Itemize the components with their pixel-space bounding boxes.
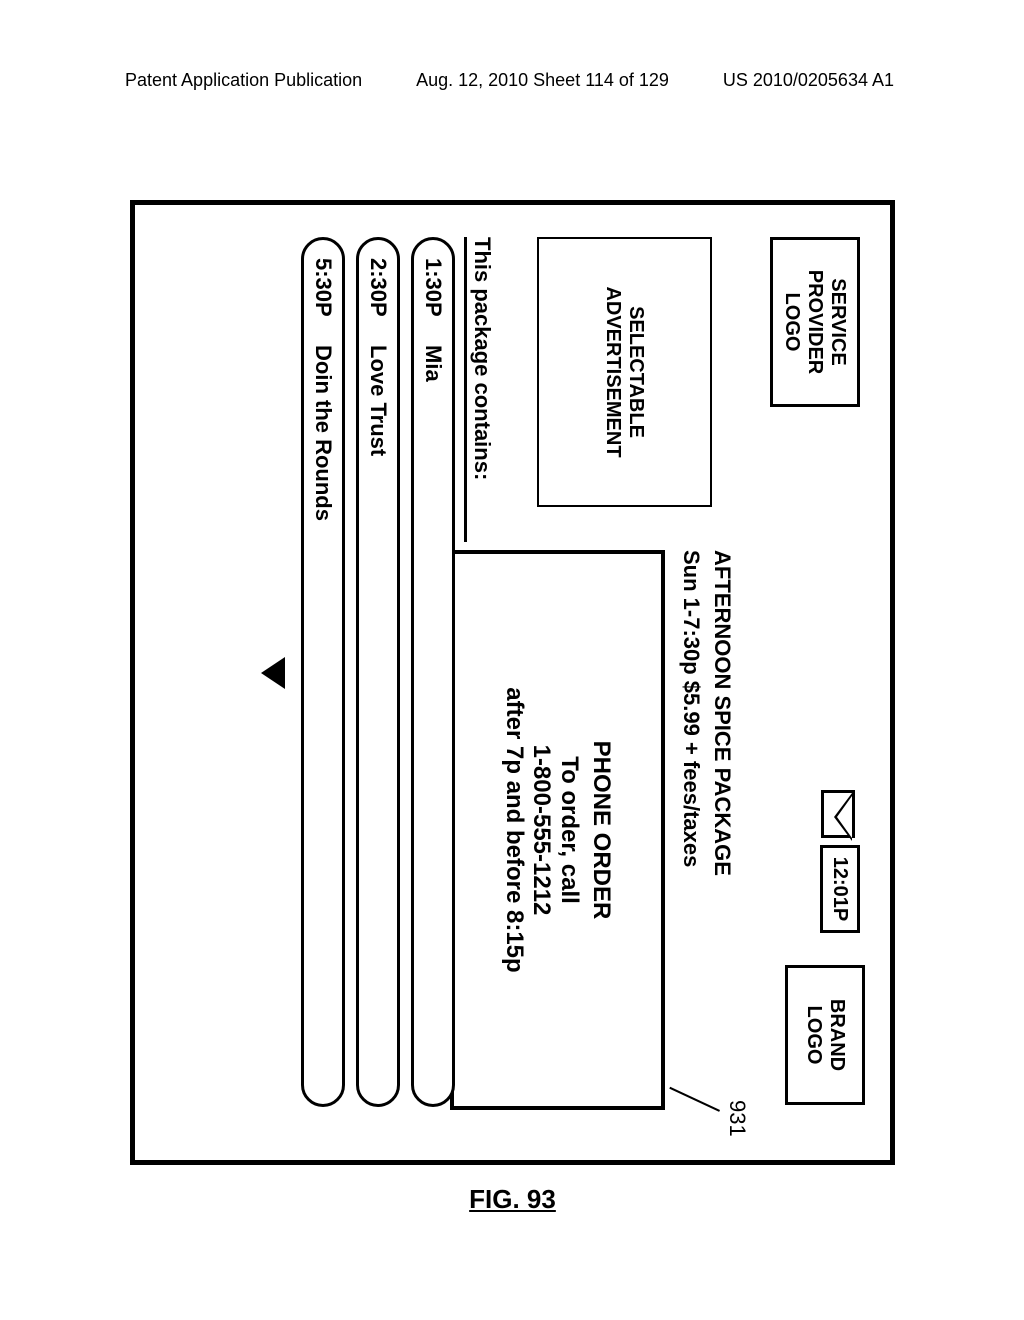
list-item-time: 1:30P bbox=[420, 240, 446, 345]
list-item-title: Love Trust bbox=[365, 345, 391, 1104]
list-item[interactable]: 5:30P Doin the Rounds bbox=[301, 237, 345, 1107]
callout-ref: 931 bbox=[724, 1100, 750, 1137]
list-item[interactable]: 2:30P Love Trust bbox=[356, 237, 400, 1107]
selectable-advertisement[interactable]: SELECTABLE ADVERTISEMENT bbox=[537, 237, 712, 507]
callout-leader bbox=[669, 1087, 720, 1112]
figure-frame: SERVICE PROVIDER LOGO 12:01P BRAND LOGO … bbox=[130, 200, 895, 1165]
phone-order-dialog: PHONE ORDER To order, call 1-800-555-121… bbox=[450, 550, 665, 1110]
page-header: Patent Application Publication Aug. 12, … bbox=[0, 70, 1024, 91]
brand-logo: BRAND LOGO bbox=[785, 965, 865, 1105]
list-item-title: Doin the Rounds bbox=[310, 345, 336, 1104]
chevron-down-icon[interactable] bbox=[261, 657, 285, 689]
list-item-time: 5:30P bbox=[310, 240, 336, 345]
header-center: Aug. 12, 2010 Sheet 114 of 129 bbox=[416, 70, 669, 91]
figure-caption: FIG. 93 bbox=[135, 1184, 890, 1215]
list-item-time: 2:30P bbox=[365, 240, 391, 345]
header-right: US 2010/0205634 A1 bbox=[723, 70, 894, 91]
phone-order-line1: To order, call bbox=[556, 756, 584, 904]
package-title: AFTERNOON SPICE PACKAGE bbox=[709, 550, 735, 876]
service-provider-logo: SERVICE PROVIDER LOGO bbox=[770, 237, 860, 407]
package-schedule: Sun 1-7:30p $5.99 + fees/taxes bbox=[678, 550, 704, 867]
clock-display: 12:01P bbox=[820, 845, 860, 933]
phone-order-line3: after 7p and before 8:15p bbox=[500, 687, 528, 972]
list-item[interactable]: 1:30P Mia bbox=[411, 237, 455, 1107]
mail-icon[interactable] bbox=[821, 790, 855, 838]
list-item-title: Mia bbox=[420, 345, 446, 1104]
header-left: Patent Application Publication bbox=[125, 70, 362, 91]
screen-canvas: SERVICE PROVIDER LOGO 12:01P BRAND LOGO … bbox=[135, 205, 890, 1160]
phone-order-line2: 1-800-555-1212 bbox=[528, 745, 556, 916]
phone-order-title: PHONE ORDER bbox=[587, 741, 615, 920]
package-contains-label: This package contains: bbox=[464, 237, 495, 542]
